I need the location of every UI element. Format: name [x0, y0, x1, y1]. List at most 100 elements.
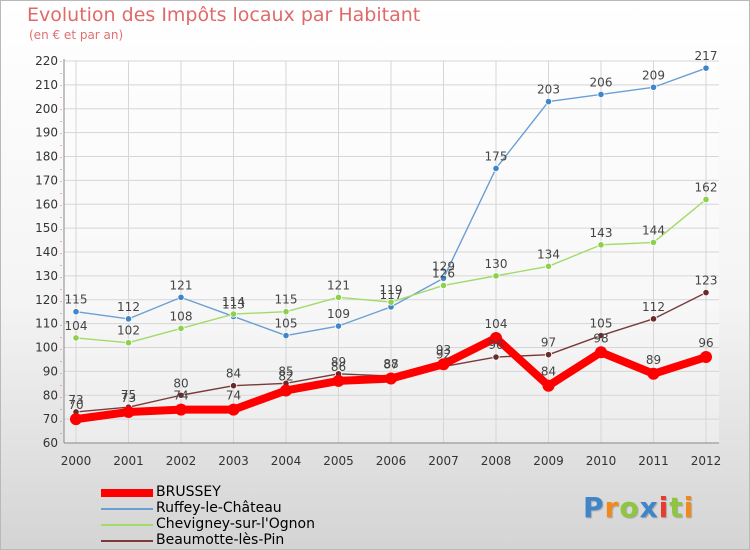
data-point — [544, 351, 553, 359]
y-tick-label: 120 — [35, 293, 58, 307]
data-label: 74 — [173, 389, 188, 403]
data-point — [72, 334, 80, 342]
y-tick-label: 150 — [35, 221, 58, 235]
data-point — [175, 403, 187, 416]
y-tick-label: 110 — [35, 317, 58, 331]
x-tick-label: 2003 — [218, 454, 249, 468]
x-tick-label: 2002 — [166, 454, 197, 468]
data-labels: 115 112 121 113 105 109 117 129 175 203 206 209 217 1… — [65, 49, 718, 412]
data-label: 123 — [695, 274, 718, 288]
data-label: 98 — [593, 331, 608, 345]
data-label: 89 — [646, 353, 661, 367]
data-label: 104 — [485, 317, 508, 331]
data-label: 84 — [226, 367, 241, 381]
data-point — [70, 413, 82, 426]
y-tick-label: 190 — [35, 126, 58, 140]
data-point — [229, 382, 238, 390]
y-tick-label: 160 — [35, 197, 58, 211]
data-label: 105 — [590, 317, 613, 331]
data-point — [334, 293, 343, 301]
x-tick-label: 2000 — [61, 454, 92, 468]
legend-label-brussey: BRUSSEY — [156, 484, 221, 500]
data-label: 74 — [226, 389, 241, 403]
data-point — [492, 164, 500, 173]
x-tick-label: 2010 — [586, 454, 617, 468]
data-point — [544, 97, 553, 106]
data-point — [387, 298, 395, 306]
data-label: 119 — [380, 283, 403, 297]
data-point — [702, 288, 710, 297]
data-point — [597, 90, 605, 99]
logo-letter: t — [669, 491, 684, 524]
y-tick-label: 220 — [35, 54, 58, 68]
data-label: 206 — [590, 75, 613, 89]
data-label: 85 — [278, 364, 293, 378]
data-point — [282, 331, 290, 340]
logo-letter: x — [639, 491, 659, 524]
data-label: 73 — [121, 391, 136, 405]
data-point — [439, 281, 448, 290]
legend-swatch-beaumotte — [101, 540, 153, 542]
data-point — [700, 351, 712, 364]
data-point — [122, 405, 135, 418]
data-label: 92 — [436, 348, 451, 362]
series-lines — [70, 64, 712, 426]
data-label: 96 — [488, 338, 503, 352]
data-label: 105 — [275, 317, 298, 331]
data-point — [227, 403, 240, 416]
data-point — [649, 238, 658, 247]
data-label: 143 — [590, 226, 613, 240]
data-label: 144 — [642, 223, 665, 237]
y-tick-label: 80 — [43, 388, 58, 402]
data-label: 80 — [173, 376, 188, 390]
data-label: 73 — [68, 393, 83, 407]
x-tick-label: 2004 — [271, 454, 302, 468]
logo-letter: P — [583, 491, 605, 524]
data-label: 121 — [170, 278, 193, 292]
data-label: 109 — [327, 307, 350, 321]
data-point — [490, 331, 502, 344]
data-label: 134 — [537, 247, 560, 261]
data-label: 130 — [485, 257, 508, 271]
data-point — [385, 372, 397, 385]
data-label: 89 — [331, 355, 346, 369]
x-tick-label: 2007 — [428, 454, 459, 468]
data-label: 113 — [222, 297, 245, 311]
legend-label-ruffey: Ruffey-le-Château — [156, 500, 282, 516]
logo-letter: i — [658, 491, 670, 524]
axes: 60 70 80 90 100 110 120 130 140 150 160 170 180 190 20… — [35, 54, 721, 468]
x-tick-label: 2005 — [323, 454, 354, 468]
data-point — [649, 315, 658, 323]
data-label: 115 — [65, 293, 88, 307]
data-point — [702, 64, 710, 72]
data-point — [280, 384, 292, 397]
x-tick-label: 2006 — [376, 454, 407, 468]
legend-label-beaumotte: Beaumotte-lès-Pin — [156, 532, 285, 548]
data-label: 88 — [383, 357, 398, 371]
data-label: 126 — [432, 266, 455, 280]
data-label: 129 — [432, 259, 455, 273]
data-point — [542, 379, 555, 392]
data-label: 203 — [537, 83, 560, 97]
data-point — [177, 324, 185, 332]
legend-swatch-ruffey — [101, 508, 153, 510]
y-tick-label: 70 — [43, 412, 58, 426]
x-tick-label: 2009 — [533, 454, 564, 468]
data-label: 121 — [327, 278, 350, 292]
data-label: 86 — [331, 360, 346, 374]
logo-letter: o — [619, 491, 640, 524]
y-tick-label: 200 — [35, 102, 58, 116]
y-tick-label: 60 — [43, 436, 58, 450]
data-label: 108 — [170, 309, 193, 323]
data-label: 112 — [642, 300, 665, 314]
data-point — [177, 391, 185, 399]
data-point — [124, 339, 133, 347]
data-point — [229, 310, 238, 318]
data-label: 217 — [695, 49, 718, 63]
data-label: 209 — [642, 68, 665, 82]
data-label: 102 — [117, 324, 140, 338]
data-label: 93 — [436, 343, 451, 357]
data-label: 104 — [65, 319, 88, 333]
x-tick-label: 2012 — [691, 454, 722, 468]
